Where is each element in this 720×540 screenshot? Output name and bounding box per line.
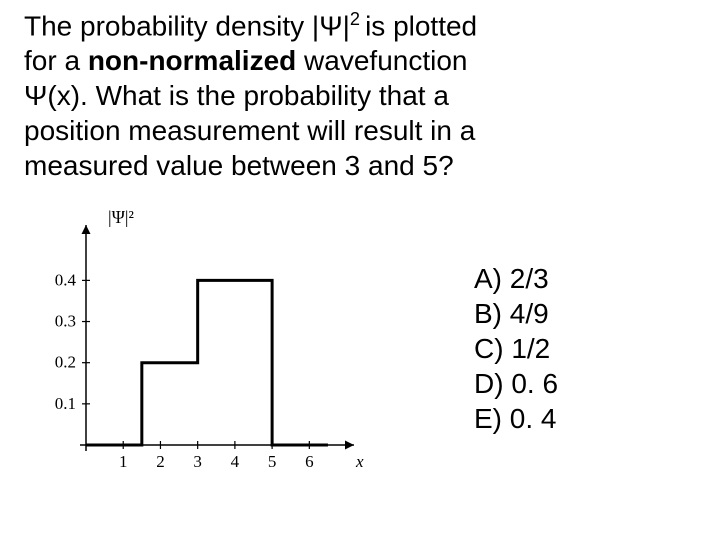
answer-choices: A) 2/3 B) 4/9 C) 1/2 D) 0. 6 E) 0. 4 xyxy=(474,261,558,436)
q-line2-bold: non-normalized xyxy=(88,45,296,76)
question-text: The probability density |Ψ|2 is plotted … xyxy=(24,8,696,183)
svg-text:5: 5 xyxy=(268,452,277,471)
svg-text:0.2: 0.2 xyxy=(55,353,76,372)
answer-e: E) 0. 4 xyxy=(474,401,558,436)
q-line1-end: is plotted xyxy=(365,10,477,41)
svg-text:6: 6 xyxy=(305,452,314,471)
answer-a: A) 2/3 xyxy=(474,261,558,296)
q-psi-1: Ψ xyxy=(319,10,342,41)
answer-c: C) 1/2 xyxy=(474,331,558,366)
q-line1-pre: The probability density | xyxy=(24,10,319,41)
q-line2-pre: for a xyxy=(24,45,88,76)
q-line2-post: wavefunction xyxy=(296,45,467,76)
svg-text:0.1: 0.1 xyxy=(55,394,76,413)
q-line3-psi: Ψ xyxy=(24,80,47,111)
svg-text:0.4: 0.4 xyxy=(55,271,77,290)
answer-b: B) 4/9 xyxy=(474,296,558,331)
probability-density-chart: 1 2 3 4 5 6 0.1 0.2 0.3 0.4 |Ψ|² x xyxy=(24,201,384,491)
svg-text:4: 4 xyxy=(231,452,240,471)
svg-text:1: 1 xyxy=(119,452,128,471)
answer-d: D) 0. 6 xyxy=(474,366,558,401)
q-superscript-2: 2 xyxy=(350,9,365,29)
q-line4: position measurement will result in a xyxy=(24,115,475,146)
svg-text:3: 3 xyxy=(193,452,202,471)
q-line3-post: (x). What is the probability that a xyxy=(47,80,449,111)
svg-text:x: x xyxy=(355,452,364,471)
svg-text:2: 2 xyxy=(156,452,165,471)
q-line5: measured value between 3 and 5? xyxy=(24,150,454,181)
svg-text:0.3: 0.3 xyxy=(55,312,76,331)
svg-text:|Ψ|²: |Ψ|² xyxy=(108,207,134,227)
q-line1-post: | xyxy=(343,10,350,41)
